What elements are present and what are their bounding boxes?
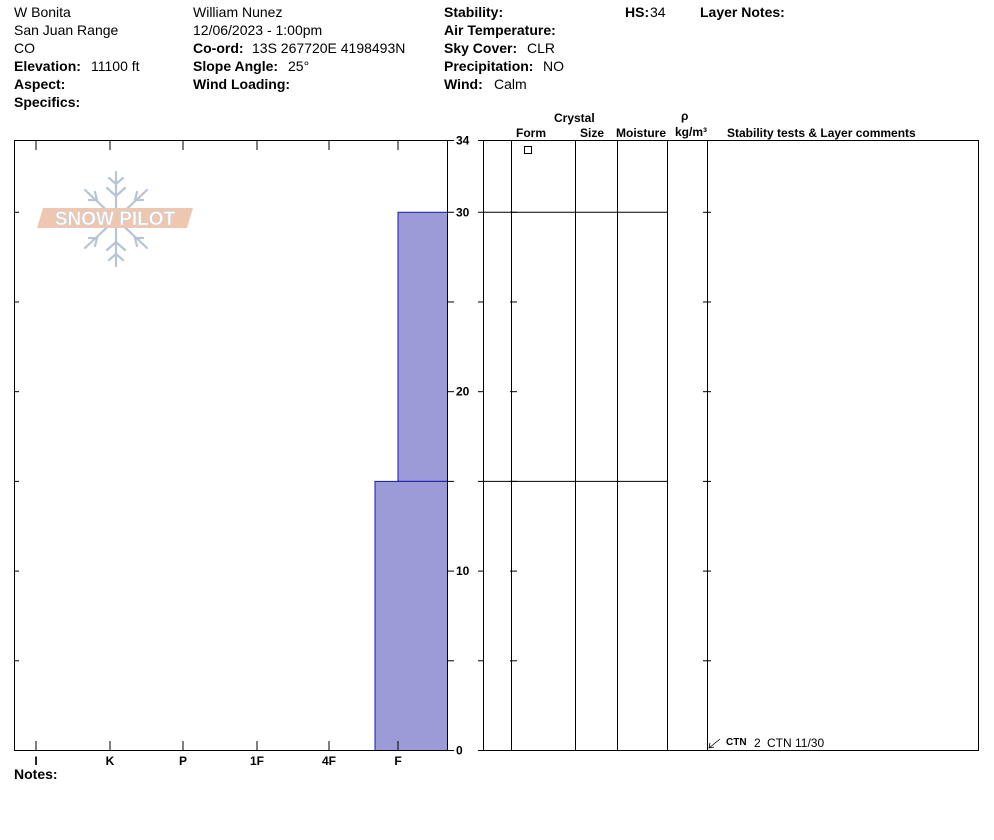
aspect-label: Aspect: bbox=[14, 76, 66, 92]
height-tick-label: 34 bbox=[456, 134, 470, 148]
stability-test-detail: CTN 11/30 bbox=[767, 736, 825, 750]
precip-label: Precipitation: bbox=[444, 58, 534, 74]
layer-notes-label: Layer Notes: bbox=[700, 4, 785, 20]
hardness-bar bbox=[374, 480, 448, 751]
stability-test-arrowhead bbox=[708, 742, 715, 749]
elevation-value: 11100 ft bbox=[91, 58, 140, 74]
hardness-bars bbox=[374, 211, 448, 751]
date-time: 12/06/2023 - 1:00pm bbox=[193, 22, 323, 38]
hardness-tick-label: F bbox=[394, 754, 401, 768]
hardness-tick-label: K bbox=[106, 754, 115, 768]
range-name: San Juan Range bbox=[14, 22, 119, 38]
wind-loading-label: Wind Loading: bbox=[193, 76, 291, 92]
hardness-tick-label: I bbox=[34, 754, 37, 768]
form-header: Form bbox=[516, 126, 546, 140]
height-tick-label: 10 bbox=[456, 564, 470, 578]
height-tick-label: 30 bbox=[456, 205, 470, 219]
air-temp-label: Air Temperature: bbox=[444, 22, 556, 38]
crystal-header: Crystal bbox=[554, 111, 595, 125]
stability-test-code: CTN bbox=[726, 737, 747, 748]
hardness-bar bbox=[397, 211, 448, 482]
coord-label: Co-ord: bbox=[193, 40, 244, 56]
height-tick-label: 20 bbox=[456, 385, 470, 399]
hardness-ticks: I K P 1F 4F F bbox=[34, 140, 402, 768]
size-header: Size bbox=[580, 126, 605, 140]
hs-value: 34 bbox=[650, 4, 666, 20]
specifics-label: Specifics: bbox=[14, 94, 81, 110]
stability-test-pointer bbox=[708, 738, 721, 749]
sky-cover-label: Sky Cover: bbox=[444, 40, 518, 56]
elevation-label: Elevation: bbox=[14, 58, 81, 74]
location-name: W Bonita bbox=[14, 4, 71, 20]
layer-table-grid bbox=[483, 140, 708, 751]
snowpilot-logo-text: SNOW PILOT bbox=[55, 209, 176, 230]
grain-form-symbol bbox=[524, 146, 532, 154]
density-unit-header: kg/m³ bbox=[675, 125, 708, 139]
layer-table-frame bbox=[483, 140, 979, 751]
hs-label: HS: bbox=[625, 4, 650, 20]
height-tick-label: 0 bbox=[456, 744, 463, 758]
slope-value: 25° bbox=[288, 58, 310, 74]
wind-label: Wind: bbox=[444, 76, 483, 92]
stability-label: Stability: bbox=[444, 4, 504, 20]
stability-comments-header: Stability tests & Layer comments bbox=[727, 126, 916, 140]
sky-cover-value: CLR bbox=[527, 40, 556, 56]
slope-label: Slope Angle: bbox=[193, 58, 279, 74]
precip-value: NO bbox=[543, 58, 564, 74]
coord-value: 13S 267720E 4198493N bbox=[252, 40, 406, 56]
height-ticks: 0 10 20 30 34 bbox=[14, 134, 711, 758]
grain-forms bbox=[524, 146, 532, 154]
moisture-header: Moisture bbox=[616, 126, 667, 140]
observer-name: William Nunez bbox=[193, 4, 283, 20]
hardness-tick-label: 1F bbox=[250, 754, 264, 768]
wind-value: Calm bbox=[494, 76, 527, 92]
density-rho-header: ρ bbox=[681, 109, 689, 123]
hardness-tick-label: P bbox=[179, 754, 187, 768]
stability-test-count: 2 bbox=[754, 736, 761, 750]
notes-label: Notes: bbox=[14, 766, 58, 782]
snowpilot-logo: SNOW PILOT bbox=[37, 170, 197, 268]
hardness-plot-frame bbox=[14, 140, 448, 751]
state-name: CO bbox=[14, 40, 35, 56]
hardness-tick-label: 4F bbox=[322, 754, 336, 768]
